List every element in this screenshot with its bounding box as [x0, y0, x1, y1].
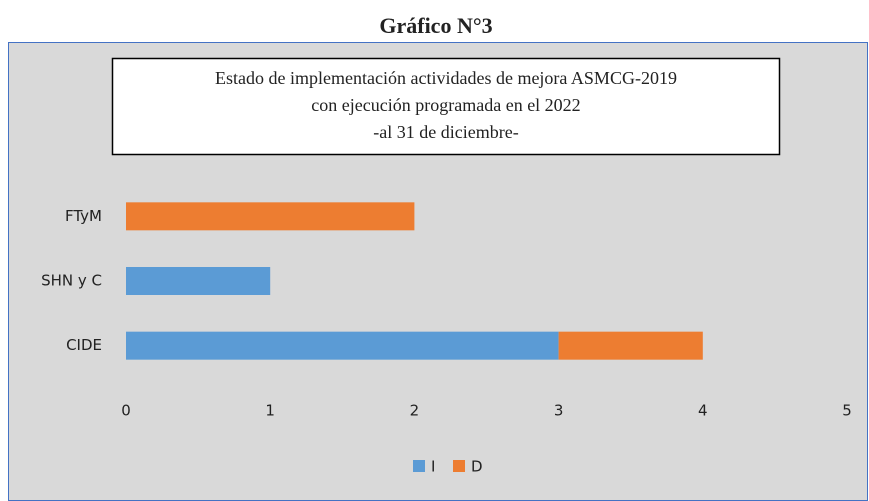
- bar-segment: [558, 331, 703, 360]
- legend-swatch: [413, 460, 425, 472]
- chart-title: -al 31 de diciembre-: [373, 122, 518, 142]
- legend-label: I: [431, 458, 435, 476]
- x-tick-label: 1: [265, 402, 275, 420]
- x-tick-label: 4: [698, 402, 708, 420]
- legend-swatch: [453, 460, 465, 472]
- x-tick-label: 5: [842, 402, 852, 420]
- title-box: [111, 57, 781, 156]
- x-tick-label: 3: [554, 402, 564, 420]
- x-tick-label: 2: [410, 402, 420, 420]
- heading: Gráfico N°3: [379, 13, 492, 38]
- y-tick-label: CIDE: [66, 336, 102, 354]
- bar-segment: [126, 331, 559, 360]
- legend-label: D: [471, 458, 483, 476]
- chart-title: con ejecución programada en el 2022: [311, 95, 580, 115]
- y-tick-label: FTyM: [65, 207, 102, 225]
- bar-segment: [126, 267, 271, 295]
- x-tick-label: 0: [121, 402, 131, 420]
- chart-title: Estado de implementación actividades de …: [215, 68, 677, 88]
- bar-segment: [126, 202, 415, 231]
- y-tick-label: SHN y C: [41, 272, 102, 290]
